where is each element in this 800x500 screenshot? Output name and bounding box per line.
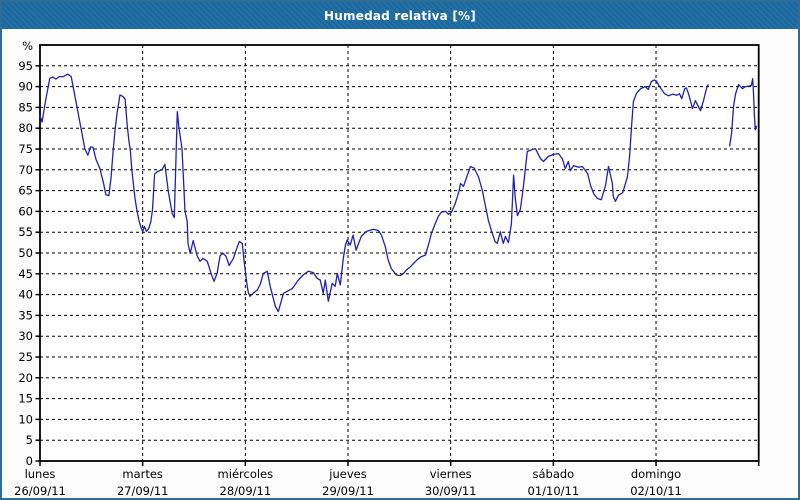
window-title: Humedad relativa [%] (324, 8, 476, 23)
date-label: 02/10/11 (630, 484, 682, 498)
day-label: martes (122, 467, 163, 481)
humidity-line-series (728, 78, 758, 147)
day-label: domingo (631, 467, 681, 481)
day-label: viernes (430, 467, 472, 481)
date-label: 27/09/11 (117, 484, 169, 498)
y-tick-label: 65 (18, 184, 33, 198)
humidity-line-series (39, 73, 710, 313)
y-tick-label: 30 (18, 329, 33, 343)
plot-area (40, 45, 759, 461)
title-bar[interactable]: Humedad relativa [%] (2, 2, 798, 29)
date-label: 26/09/11 (14, 484, 66, 498)
y-tick-label: 70 (18, 163, 33, 177)
y-tick-label: 55 (18, 225, 33, 239)
y-tick-label: 90 (18, 80, 33, 94)
day-label: jueves (328, 467, 366, 481)
date-label: 01/10/11 (528, 484, 580, 498)
y-tick-label: 40 (18, 288, 33, 302)
date-label: 29/09/11 (322, 484, 374, 498)
y-tick-label: 45 (18, 267, 33, 281)
y-tick-label: 10 (18, 412, 33, 426)
y-tick-label: 60 (18, 204, 33, 218)
y-tick-label: 35 (18, 308, 33, 322)
y-tick-label: 75 (18, 142, 33, 156)
y-axis-unit-label: % (22, 39, 33, 53)
y-tick-label: 5 (26, 433, 33, 447)
y-tick-label: 95 (18, 59, 33, 73)
chart-panel: 0 5 10 15 20 25 30 35 40 45 50 55 60 65 70 75 80 85 90 95% l… (2, 29, 798, 498)
y-tick-label: 15 (18, 392, 33, 406)
date-label: 28/09/11 (220, 484, 272, 498)
y-tick-label: 0 (26, 454, 33, 468)
chart-canvas: 0 5 10 15 20 25 30 35 40 45 50 55 60 65 70 75 80 85 90 95% l… (14, 39, 760, 498)
y-tick-label: 25 (18, 350, 33, 364)
y-tick-label: 50 (18, 246, 33, 260)
y-tick-label: 20 (18, 371, 33, 385)
day-label: sábado (532, 467, 574, 481)
plot-border (39, 44, 760, 462)
day-label: lunes (25, 467, 56, 481)
date-label: 30/09/11 (425, 484, 477, 498)
y-tick-label: 85 (18, 100, 33, 114)
y-tick-label: 80 (18, 121, 33, 135)
day-label: miércoles (218, 467, 274, 481)
